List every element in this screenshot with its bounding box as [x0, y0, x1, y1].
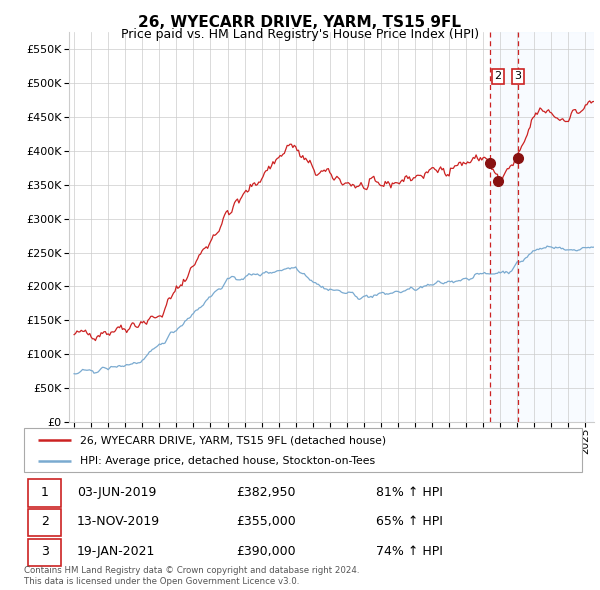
Text: £390,000: £390,000 — [236, 545, 296, 559]
Text: 74% ↑ HPI: 74% ↑ HPI — [376, 545, 442, 559]
Text: 03-JUN-2019: 03-JUN-2019 — [77, 486, 157, 499]
Text: £355,000: £355,000 — [236, 515, 296, 529]
Text: 81% ↑ HPI: 81% ↑ HPI — [376, 486, 442, 499]
Text: This data is licensed under the Open Government Licence v3.0.: This data is licensed under the Open Gov… — [24, 577, 299, 586]
Text: 2: 2 — [41, 515, 49, 529]
Text: £382,950: £382,950 — [236, 486, 296, 499]
Text: 26, WYECARR DRIVE, YARM, TS15 9FL (detached house): 26, WYECARR DRIVE, YARM, TS15 9FL (detac… — [80, 435, 386, 445]
Text: 3: 3 — [41, 545, 49, 559]
Text: 2: 2 — [494, 71, 502, 81]
Text: 19-JAN-2021: 19-JAN-2021 — [77, 545, 155, 559]
Text: 1: 1 — [41, 486, 49, 499]
Text: 26, WYECARR DRIVE, YARM, TS15 9FL: 26, WYECARR DRIVE, YARM, TS15 9FL — [139, 15, 461, 30]
Text: Price paid vs. HM Land Registry's House Price Index (HPI): Price paid vs. HM Land Registry's House … — [121, 28, 479, 41]
Text: HPI: Average price, detached house, Stockton-on-Tees: HPI: Average price, detached house, Stoc… — [80, 456, 375, 466]
FancyBboxPatch shape — [28, 509, 61, 536]
Text: Contains HM Land Registry data © Crown copyright and database right 2024.: Contains HM Land Registry data © Crown c… — [24, 566, 359, 575]
FancyBboxPatch shape — [28, 479, 61, 507]
FancyBboxPatch shape — [28, 539, 61, 566]
Text: 13-NOV-2019: 13-NOV-2019 — [77, 515, 160, 529]
Text: 3: 3 — [515, 71, 521, 81]
Text: 65% ↑ HPI: 65% ↑ HPI — [376, 515, 442, 529]
Bar — [490, 32, 594, 422]
